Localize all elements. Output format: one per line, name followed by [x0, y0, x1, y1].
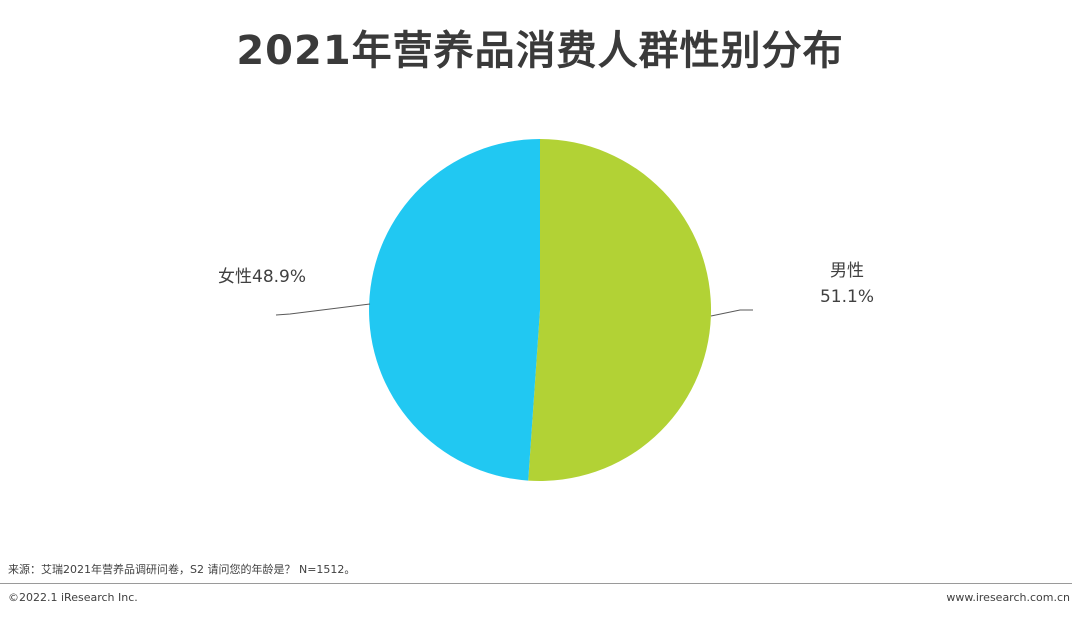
pie-slice-male — [528, 138, 712, 481]
source-note: 来源：艾瑞2021年营养品调研问卷，S2 请问您的年龄是？ N=1512。 — [8, 563, 356, 576]
slice-label-male-name: 男性 — [830, 261, 864, 281]
pie-slices — [369, 138, 712, 481]
copyright-text: ©2022.1 iResearch Inc. — [8, 591, 138, 604]
slice-label-female: 女性48.9% — [218, 267, 307, 287]
leader-line-male — [710, 309, 753, 317]
pie-slice-female — [369, 139, 540, 481]
slice-label-male: 男性 51.1% — [812, 258, 882, 310]
slice-label-male-value: 51.1% — [819, 287, 874, 307]
footer-divider — [0, 583, 1072, 584]
website-link[interactable]: www.iresearch.com.cn — [946, 591, 1070, 604]
chart-title: 2021年营养品消费人群性别分布 — [236, 28, 844, 74]
leader-line-female — [275, 303, 371, 316]
